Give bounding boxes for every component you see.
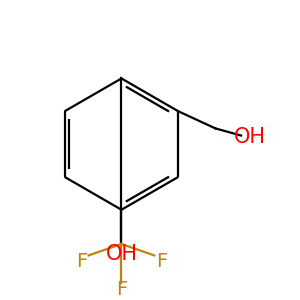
- Text: OH: OH: [234, 127, 266, 147]
- Text: F: F: [156, 252, 167, 271]
- Text: F: F: [76, 252, 87, 271]
- Text: OH: OH: [106, 244, 137, 264]
- Text: F: F: [116, 280, 127, 299]
